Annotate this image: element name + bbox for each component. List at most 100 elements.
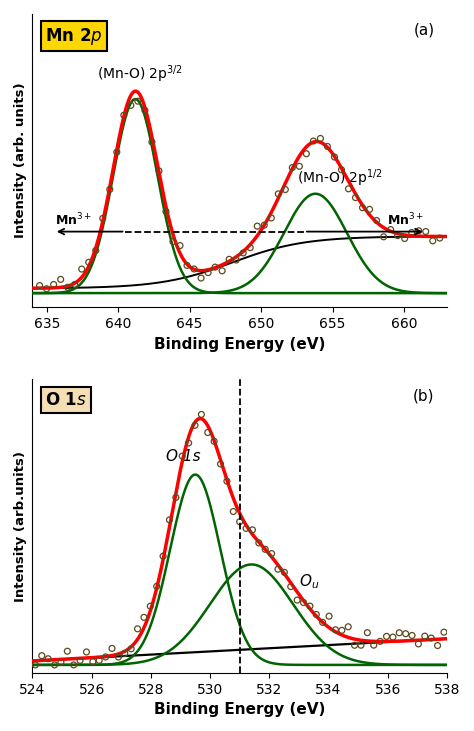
Point	[289, 162, 296, 173]
Point	[332, 624, 339, 636]
Point	[293, 594, 301, 606]
Point	[229, 506, 237, 518]
Point	[36, 280, 44, 292]
Point	[370, 640, 377, 651]
Point	[166, 514, 173, 526]
Point	[236, 516, 244, 528]
Point	[239, 247, 247, 259]
Point	[436, 232, 444, 244]
Point	[345, 183, 352, 194]
Text: (a): (a)	[413, 23, 435, 38]
Point	[204, 267, 212, 279]
Point	[121, 648, 128, 659]
Point	[357, 640, 365, 651]
Text: (b): (b)	[413, 388, 435, 404]
Y-axis label: Intensity (arb.units): Intensity (arb.units)	[14, 450, 27, 602]
Point	[108, 643, 116, 654]
Point	[242, 523, 250, 534]
Text: O$_u$: O$_u$	[299, 572, 319, 591]
Point	[45, 653, 52, 664]
Point	[172, 492, 180, 504]
Point	[190, 263, 198, 275]
Point	[185, 437, 192, 449]
Point	[225, 254, 233, 265]
Point	[146, 600, 154, 612]
Point	[440, 626, 448, 638]
Point	[324, 140, 331, 152]
Point	[402, 628, 410, 640]
Point	[249, 524, 256, 536]
X-axis label: Binding Energy (eV): Binding Energy (eV)	[154, 336, 325, 352]
Point	[422, 226, 429, 238]
Point	[376, 635, 384, 647]
Point	[366, 203, 374, 215]
Text: (Mn-O) 2p$^{1/2}$: (Mn-O) 2p$^{1/2}$	[297, 167, 383, 189]
Point	[128, 643, 135, 655]
Point	[102, 651, 109, 663]
Point	[345, 621, 352, 632]
Point	[159, 550, 167, 562]
Point	[178, 450, 186, 462]
Point	[274, 188, 282, 200]
Point	[287, 580, 294, 592]
Point	[183, 260, 191, 271]
Text: Mn$^{3+}$: Mn$^{3+}$	[55, 211, 92, 228]
X-axis label: Binding Energy (eV): Binding Energy (eV)	[154, 702, 325, 717]
Point	[373, 215, 380, 227]
Point	[134, 623, 141, 635]
Point	[127, 99, 135, 111]
Point	[434, 640, 441, 651]
Point	[89, 656, 97, 667]
Point	[76, 654, 84, 666]
Point	[197, 272, 205, 284]
Point	[401, 232, 409, 244]
Point	[120, 110, 128, 121]
Point	[204, 427, 211, 439]
Text: O 1$s$: O 1$s$	[45, 391, 87, 409]
Point	[364, 626, 371, 638]
Point	[394, 230, 401, 241]
Point	[255, 537, 263, 549]
Point	[43, 283, 50, 295]
Text: Mn$^{3+}$: Mn$^{3+}$	[387, 211, 424, 228]
Point	[325, 610, 333, 622]
Point	[296, 160, 303, 172]
Point	[64, 645, 71, 657]
Point	[155, 165, 163, 177]
Point	[162, 205, 170, 217]
Point	[57, 273, 64, 285]
Point	[408, 227, 416, 238]
Point	[302, 148, 310, 159]
Point	[211, 261, 219, 273]
Point	[267, 212, 275, 224]
Point	[223, 475, 231, 487]
Point	[141, 105, 149, 116]
Point	[113, 146, 120, 158]
Point	[99, 213, 107, 224]
Point	[338, 624, 346, 636]
Point	[246, 242, 254, 254]
Point	[274, 564, 282, 575]
Point	[310, 135, 317, 147]
Point	[281, 567, 288, 578]
Point	[262, 543, 269, 555]
Point	[115, 651, 122, 663]
Point	[232, 254, 240, 266]
Point	[415, 638, 422, 650]
Point	[331, 151, 338, 163]
Point	[317, 132, 324, 144]
Point	[387, 224, 394, 235]
Point	[383, 631, 390, 643]
Point	[153, 580, 161, 592]
Point	[71, 279, 79, 290]
Point	[415, 225, 422, 237]
Point	[219, 265, 226, 276]
Point	[134, 95, 142, 107]
Point	[95, 654, 103, 666]
Point	[64, 281, 72, 293]
Point	[169, 236, 177, 248]
Point	[282, 183, 289, 195]
Y-axis label: Intensity (arb. units): Intensity (arb. units)	[14, 83, 27, 238]
Point	[198, 409, 205, 420]
Text: (Mn-O) 2p$^{3/2}$: (Mn-O) 2p$^{3/2}$	[97, 64, 182, 85]
